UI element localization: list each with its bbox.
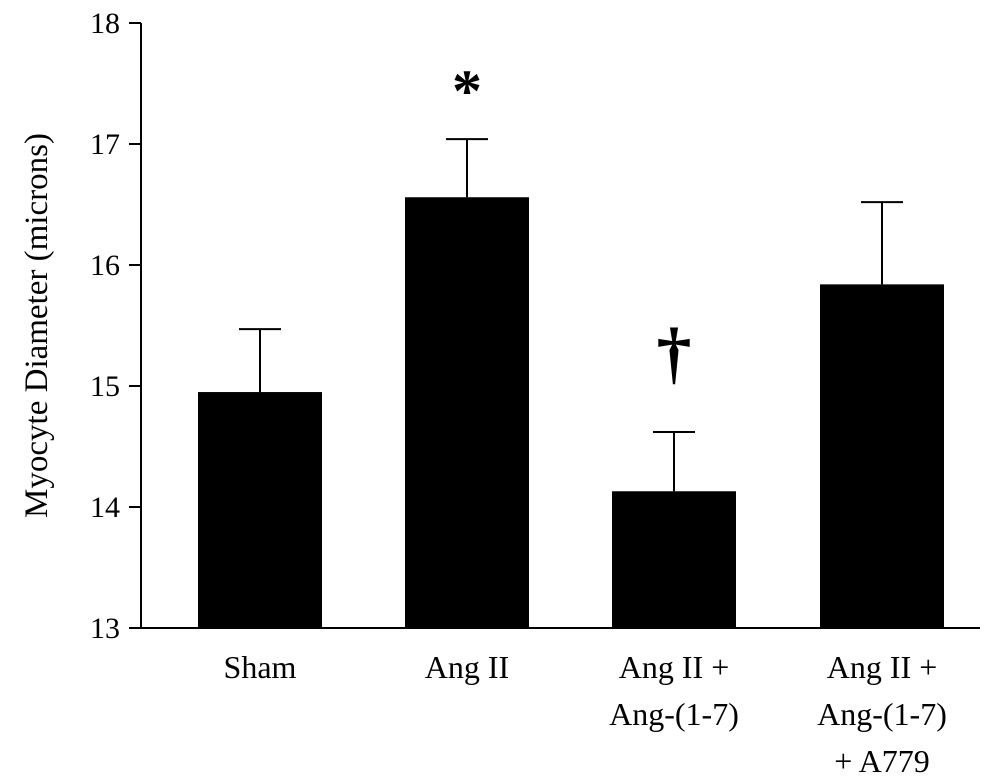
x-tick-label-2-0: Ang II +	[619, 649, 729, 685]
x-tick-label-3-1: Ang-(1-7)	[817, 696, 947, 732]
significance-marker-2: †	[657, 315, 692, 392]
x-tick-label-0-0: Sham	[224, 649, 297, 685]
y-tick-label-5: 18	[90, 7, 120, 40]
bar-3	[820, 284, 944, 628]
y-tick-label-1: 14	[90, 491, 120, 524]
labels-layer: * † 13 14 15 16 17 18 Sham Ang II Ang II + Ang-(1-7…	[19, 7, 947, 779]
bar-1	[405, 197, 529, 629]
axes-layer	[129, 22, 980, 629]
x-tick-label-2-1: Ang-(1-7)	[609, 696, 739, 732]
x-tick-label-1-0: Ang II	[425, 649, 509, 685]
y-tick-label-3: 16	[90, 249, 120, 282]
y-axis-title: Myocyte Diameter (microns)	[19, 133, 55, 518]
x-tick-label-3-2: + A779	[834, 743, 929, 779]
bar-0	[198, 392, 322, 628]
bars-layer	[198, 197, 944, 629]
y-tick-label-4: 17	[90, 128, 120, 161]
significance-marker-1: *	[452, 58, 482, 124]
y-tick-label-0: 13	[90, 612, 120, 645]
bar-2	[612, 491, 736, 628]
x-tick-label-3-0: Ang II +	[827, 649, 937, 685]
error-bars-layer	[239, 138, 903, 492]
y-tick-label-2: 15	[90, 370, 120, 403]
